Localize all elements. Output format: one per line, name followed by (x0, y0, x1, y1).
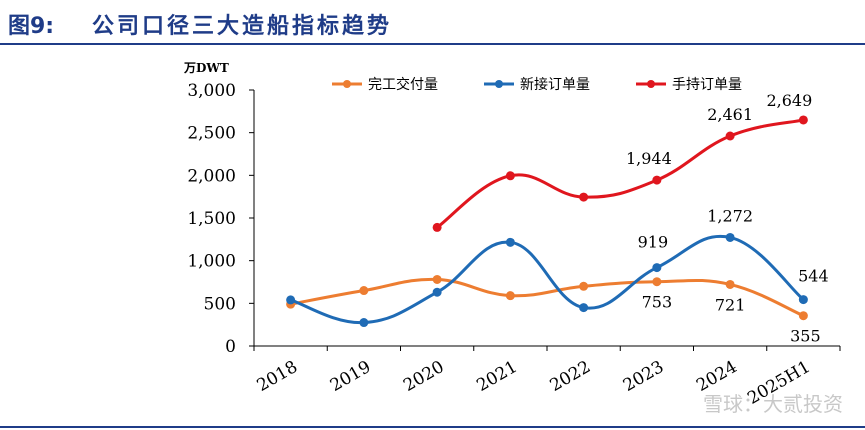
data-point (579, 281, 589, 291)
legend-label: 手持订单量 (672, 77, 742, 93)
data-point (432, 287, 442, 297)
data-point (505, 237, 515, 247)
data-point (652, 277, 662, 287)
data-label: 544 (798, 267, 829, 286)
y-tick-label: 3,000 (187, 81, 236, 101)
x-tick-label: 2023 (620, 357, 667, 396)
y-tick-label: 2,000 (187, 166, 236, 186)
data-label: 919 (638, 233, 669, 252)
header-rule (0, 43, 865, 45)
data-label: 721 (715, 295, 746, 314)
x-tick-label: 2020 (400, 357, 447, 396)
chart-legend: 完工交付量 新接订单量 手持订单量 (332, 76, 742, 93)
data-point (725, 232, 735, 242)
legend-label: 完工交付量 (368, 76, 438, 93)
data-point (432, 274, 442, 284)
y-tick-label: 0 (225, 337, 236, 357)
figure-header: 图9: 公司口径三大造船指标趋势 (0, 0, 865, 44)
x-tick-label: 2022 (547, 357, 594, 396)
figure-title: 公司口径三大造船指标趋势 (92, 14, 393, 39)
data-label: 753 (642, 293, 673, 312)
y-tick-label: 2,500 (187, 124, 236, 144)
figure-number: 图9: (8, 14, 55, 39)
footer-rule (0, 426, 865, 428)
data-point (725, 131, 735, 141)
series-line (290, 277, 804, 318)
y-tick-label: 500 (204, 294, 236, 314)
y-tick-label: 1,000 (187, 252, 236, 272)
legend-marker (647, 80, 655, 88)
legend-label: 新接订单量 (520, 76, 590, 93)
data-label: 355 (790, 327, 821, 346)
data-point (725, 279, 735, 289)
data-point (798, 115, 808, 125)
data-point (798, 295, 808, 305)
data-point (579, 192, 589, 202)
x-tick-label: 2021 (473, 357, 520, 396)
data-point (359, 318, 369, 328)
data-point (505, 171, 515, 181)
data-label: 1,944 (626, 149, 672, 168)
unit-label: 万DWT (183, 61, 229, 75)
y-tick-label: 1,500 (187, 209, 236, 229)
data-point (652, 263, 662, 273)
legend-marker (343, 80, 351, 88)
legend-marker (495, 80, 503, 88)
data-point (652, 175, 662, 185)
data-point (359, 286, 369, 296)
data-point (798, 311, 808, 321)
watermark-text: 雪球：大贰投资 (703, 392, 843, 416)
x-tick-label: 2018 (254, 357, 301, 396)
x-tick-label: 2019 (327, 357, 374, 396)
data-point (579, 303, 589, 313)
line-chart: 万DWT 完工交付量 新接订单量 手持订单量 0 500 1,000 1,500 2,000… (183, 61, 841, 409)
data-point (432, 222, 442, 232)
data-point (505, 291, 515, 301)
data-label: 2,461 (707, 105, 753, 124)
data-label: 2,649 (766, 91, 812, 110)
y-axis-ticks: 0 500 1,000 1,500 2,000 2,500 3,000 (187, 81, 254, 357)
data-point (286, 295, 296, 305)
chart-series: 753 721 355 919 1,272 544 1,944 2,461 2,649 (286, 91, 829, 346)
data-label: 1,272 (707, 206, 753, 225)
